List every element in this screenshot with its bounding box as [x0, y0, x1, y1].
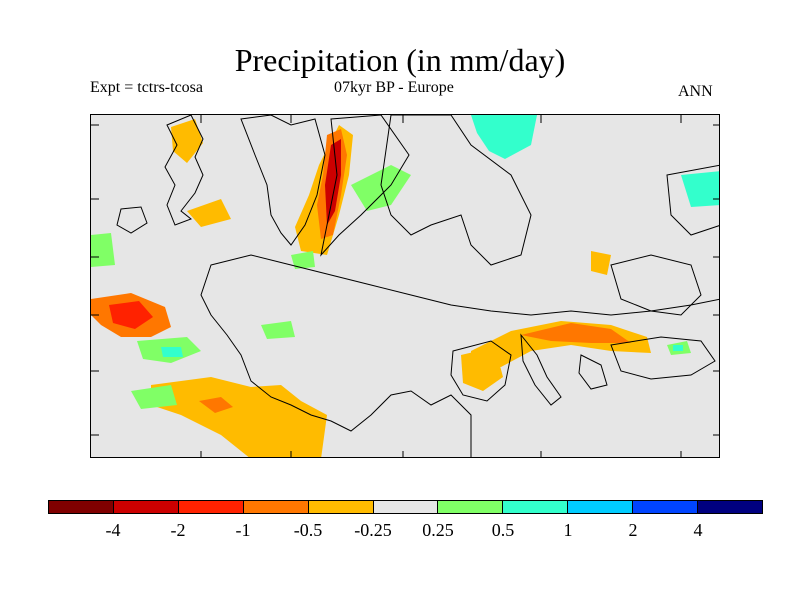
patch-atlantic-sw-core — [199, 397, 233, 413]
coast-greece — [578, 354, 608, 390]
patch-atlantic-green-cyan — [161, 347, 183, 357]
coast-italy — [520, 333, 562, 406]
patch-uk — [171, 119, 203, 163]
colorbar-tick-label: 2 — [628, 520, 638, 540]
patch-atlantic-green-1 — [91, 233, 115, 267]
coast-black-sea — [610, 254, 702, 316]
coast-turkey — [610, 336, 716, 380]
patch-mediterranean-core — [521, 323, 631, 343]
patch-atlantic-sw — [151, 377, 327, 457]
coast-europe-mainland — [200, 254, 719, 457]
coast-baltic — [380, 115, 532, 266]
period-label: 07kyr BP - Europe — [334, 79, 454, 96]
patch-atlantic-green-5 — [131, 385, 177, 409]
map-canvas — [91, 115, 719, 457]
colorbar-tick-label: 0.5 — [491, 520, 515, 540]
colorbar-swatch — [178, 501, 244, 513]
colorbar-tick-label: -0.5 — [293, 520, 323, 540]
season-label: ANN — [678, 83, 713, 100]
colorbar-tick-label: 4 — [693, 520, 703, 540]
colorbar-swatch — [49, 501, 114, 513]
coast-iberia — [450, 340, 512, 402]
colorbar-tick-label: -4 — [105, 520, 121, 540]
colorbar-swatch — [568, 501, 634, 513]
patch-atlantic-green-4 — [291, 251, 315, 269]
coast-sweden-finland — [320, 115, 410, 257]
colorbar-swatch — [308, 501, 374, 513]
patch-iberia — [461, 347, 503, 391]
anomaly-patches — [91, 115, 719, 457]
colorbar-swatch — [243, 501, 309, 513]
plot-title: Precipitation (in mm/day) — [234, 42, 566, 78]
colorbar-swatch — [503, 501, 569, 513]
experiment-label: Expt = tctrs-tcosa — [90, 79, 203, 96]
patch-east-green — [681, 171, 719, 207]
patch-baltic-green — [351, 165, 411, 211]
colorbar-swatch — [438, 501, 504, 513]
patch-atlantic-green-3 — [261, 321, 295, 339]
coast-ireland — [116, 206, 148, 234]
patch-black-sea-cyan — [673, 345, 683, 351]
patch-scandinavia-dark — [325, 139, 341, 225]
coast-uk — [164, 115, 204, 226]
europe-precipitation-map — [90, 114, 720, 458]
colorbar-tick-label: -1 — [235, 520, 251, 540]
patch-north-cyan — [471, 115, 537, 159]
patch-atlantic-west-core — [109, 301, 153, 329]
coastlines — [116, 115, 719, 457]
colorbar-tick-label: 1 — [563, 520, 573, 540]
colorbar-swatch — [633, 501, 699, 513]
colorbar-swatch — [113, 501, 179, 513]
colorbar — [48, 500, 763, 514]
colorbar-tick-label: 0.25 — [422, 520, 454, 540]
coast-east — [666, 164, 719, 236]
frame-ticks — [91, 115, 719, 457]
colorbar-tick-label: -0.25 — [354, 520, 392, 540]
coast-scandinavia — [240, 115, 326, 246]
patch-turkey — [591, 251, 611, 275]
colorbar-tick-label: -2 — [170, 520, 186, 540]
colorbar-swatch — [373, 501, 439, 513]
patch-uk-2 — [187, 199, 231, 227]
colorbar-swatch — [698, 501, 762, 513]
